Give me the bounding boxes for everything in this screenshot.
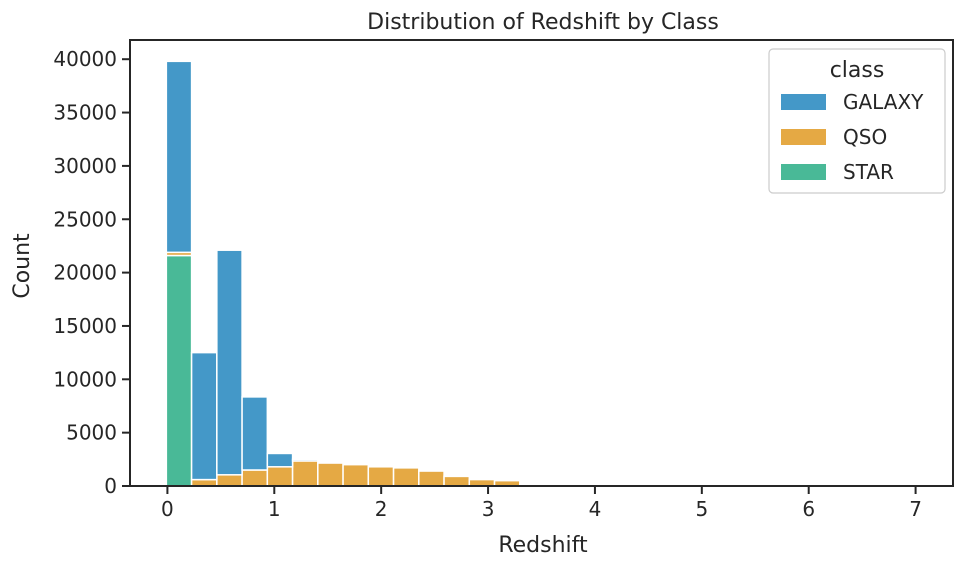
y-tick-label-25000: 25000 [53,207,117,231]
plot-frame [129,39,954,487]
legend-swatch-qso [781,129,826,145]
legend-swatch-star [781,164,826,180]
y-tick-label-0: 0 [104,474,117,498]
y-tick-label-35000: 35000 [53,101,117,125]
bar-qso-7 [342,463,370,487]
x-axis: 0 1 2 3 4 5 6 7 [161,486,922,521]
bar-qso-10 [418,470,445,487]
y-tick-label-30000: 30000 [53,154,117,178]
y-tick-label-15000: 15000 [53,314,117,338]
bar-qso-3 [241,469,269,487]
bar-galaxy-1 [190,351,218,481]
x-tick-label-3: 3 [482,497,495,521]
y-tick-label-5000: 5000 [66,421,117,445]
x-tick-label-7: 7 [909,497,922,521]
y-axis-label: Count [10,233,35,299]
legend-label-star: STAR [843,160,894,184]
x-tick-label-0: 0 [161,497,174,521]
bar-galaxy-2 [216,249,243,476]
bar-qso-8 [367,466,395,487]
legend-label-qso: QSO [843,125,887,149]
bar-qso-2 [216,474,243,487]
y-tick-label-10000: 10000 [53,367,117,391]
y-tick-label-40000: 40000 [53,47,117,71]
legend-label-galaxy: GALAXY [843,90,924,114]
y-tick-label-20000: 20000 [53,261,117,285]
legend-swatch-galaxy [781,94,826,110]
x-tick-label-5: 5 [695,497,708,521]
bar-qso-4 [266,466,294,487]
bar-star-0 [165,254,193,487]
legend-title: class [830,58,885,83]
x-tick-label-2: 2 [375,497,388,521]
bar-qso-6 [317,462,344,487]
bars-group [165,60,925,487]
bar-qso-11 [443,475,471,487]
bar-galaxy-5 [291,458,319,462]
x-tick-label-6: 6 [802,497,815,521]
x-tick-label-1: 1 [268,497,281,521]
bar-galaxy-4 [266,452,294,468]
chart-title: Distribution of Redshift by Class [367,10,719,35]
bar-galaxy-0 [165,60,193,254]
legend: class GALAXY QSO STAR [768,48,946,194]
x-axis-label: Redshift [498,533,588,558]
bar-qso-9 [392,467,420,487]
bar-galaxy-3 [241,396,269,471]
legend-box [768,48,946,194]
x-tick-label-4: 4 [589,497,602,521]
bar-qso-5 [291,460,319,487]
y-axis: 0 5000 10000 15000 20000 25000 30000 35000 40000 [53,47,130,498]
